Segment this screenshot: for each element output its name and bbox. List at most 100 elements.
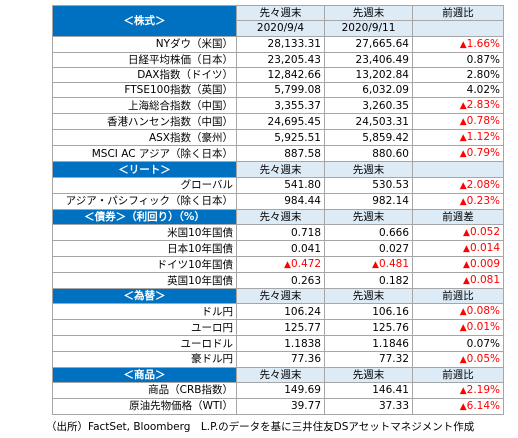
section-title: ＜株式＞	[53, 6, 237, 37]
col-header-prev-prev: 先々週末	[237, 289, 325, 304]
col-header-prev: 先週末	[325, 289, 413, 304]
value-change-text: 4.02%	[467, 84, 500, 96]
up-triangle-icon: ▲	[463, 276, 470, 286]
value-prev-prev-text: 5,925.51	[274, 132, 321, 144]
value-change: ▲6.14%	[413, 398, 504, 414]
value-prev: 530.53	[325, 177, 413, 193]
up-triangle-icon: ▲	[284, 260, 291, 270]
value-prev-prev-text: 23,205.43	[268, 54, 321, 66]
value-prev-prev-text: 541.80	[284, 179, 321, 191]
up-triangle-icon: ▲	[460, 40, 467, 50]
value-prev-prev: 5,799.08	[237, 83, 325, 98]
value-change: ▲0.23%	[413, 193, 504, 209]
value-prev-text: 37.33	[379, 400, 409, 412]
col-header-prev-prev: 先々週末	[237, 6, 325, 21]
value-change: ▲1.12%	[413, 130, 504, 146]
table-row: DAX指数（ドイツ） 12,842.66 13,202.84 2.80%	[53, 67, 504, 82]
value-prev-prev: 0.041	[237, 241, 325, 257]
value-change-text: 0.78%	[467, 115, 500, 127]
value-prev: 77.32	[325, 351, 413, 367]
value-prev-prev-text: 0.472	[291, 258, 321, 270]
value-prev-prev: 0.718	[237, 225, 325, 241]
section-title: ＜リート＞	[53, 162, 237, 177]
value-prev-prev-text: 77.36	[291, 353, 321, 365]
value-prev-prev-text: 125.77	[284, 322, 321, 334]
value-prev-prev: 24,695.45	[237, 114, 325, 130]
value-prev-prev-text: 106.24	[284, 306, 321, 318]
value-change-text: 0.87%	[467, 54, 500, 66]
col-header-prev-prev: 先々週末	[237, 367, 325, 382]
value-prev-prev: 28,133.31	[237, 36, 325, 52]
value-prev-prev-text: 0.041	[291, 243, 321, 255]
value-prev-text: 6,032.09	[362, 84, 409, 96]
value-change-text: 0.014	[470, 242, 500, 254]
value-change-text: 0.052	[470, 226, 500, 238]
value-prev: 6,032.09	[325, 83, 413, 98]
up-triangle-icon: ▲	[460, 386, 467, 396]
value-change-text: 2.80%	[467, 69, 500, 81]
value-prev-prev: 125.77	[237, 320, 325, 336]
value-prev: 106.16	[325, 304, 413, 320]
section-header-row: ＜為替＞ 先々週末 先週末 前週比	[53, 289, 504, 304]
col-header-prev-prev: 先々週末	[237, 162, 325, 177]
value-prev-text: 125.76	[372, 322, 409, 334]
value-prev-text: 1.1846	[372, 338, 409, 350]
col-header-change: 前週差	[413, 209, 504, 224]
section-header-row: ＜リート＞ 先々週末 先週末	[53, 162, 504, 177]
value-prev-prev: 149.69	[237, 382, 325, 398]
value-prev-text: 530.53	[372, 179, 409, 191]
value-prev-prev: 23,205.43	[237, 52, 325, 67]
row-label: 原油先物価格（WTI）	[53, 398, 237, 414]
value-prev-text: 880.60	[372, 148, 409, 160]
value-change: 0.87%	[413, 52, 504, 67]
up-triangle-icon: ▲	[460, 117, 467, 127]
up-triangle-icon: ▲	[460, 101, 467, 111]
value-prev-text: 23,406.49	[356, 54, 409, 66]
value-change: ▲0.79%	[413, 146, 504, 162]
value-prev: 3,260.35	[325, 98, 413, 114]
value-change-text: 1.12%	[467, 131, 500, 143]
value-change-text: 0.79%	[467, 147, 500, 159]
value-change: ▲2.08%	[413, 177, 504, 193]
value-change: ▲0.78%	[413, 114, 504, 130]
value-change-text: 0.01%	[467, 321, 500, 333]
value-change: ▲0.05%	[413, 351, 504, 367]
value-prev-prev: 106.24	[237, 304, 325, 320]
table-row: ユーロドル 1.1838 1.1846 0.07%	[53, 336, 504, 351]
value-prev: 24,503.31	[325, 114, 413, 130]
value-change-text: 0.07%	[467, 338, 500, 350]
value-change-text: 2.19%	[467, 384, 500, 396]
value-prev: 27,665.64	[325, 36, 413, 52]
table-row: 上海総合指数（中国） 3,355.37 3,260.35 ▲2.83%	[53, 98, 504, 114]
value-prev-prev-text: 0.263	[291, 275, 321, 287]
value-change-text: 1.66%	[467, 38, 500, 50]
value-prev-text: 3,260.35	[362, 100, 409, 112]
value-prev: 23,406.49	[325, 52, 413, 67]
table-row: 香港ハンセン指数（中国） 24,695.45 24,503.31 ▲0.78%	[53, 114, 504, 130]
row-label: 商品（CRB指数）	[53, 382, 237, 398]
col-header-prev: 先週末	[325, 6, 413, 21]
value-change: ▲0.014	[413, 241, 504, 257]
up-triangle-icon: ▲	[463, 260, 470, 270]
value-change-text: 0.081	[470, 274, 500, 286]
table-row: MSCI AC アジア（除く日本） 887.58 880.60 ▲0.79%	[53, 146, 504, 162]
value-prev-text: 27,665.64	[356, 38, 409, 50]
value-prev-prev: 1.1838	[237, 336, 325, 351]
value-prev-text: 982.14	[372, 195, 409, 207]
value-change: 2.80%	[413, 67, 504, 82]
up-triangle-icon: ▲	[460, 197, 467, 207]
col-header-change: 前週比	[413, 289, 504, 304]
table-row: 米国10年国債 0.718 0.666 ▲0.052	[53, 225, 504, 241]
col-header-prev: 先週末	[325, 209, 413, 224]
row-label: 日本10年国債	[53, 241, 237, 257]
up-triangle-icon: ▲	[460, 181, 467, 191]
row-label: MSCI AC アジア（除く日本）	[53, 146, 237, 162]
table-row: 豪ドル円 77.36 77.32 ▲0.05%	[53, 351, 504, 367]
table-row: FTSE100指数（英国） 5,799.08 6,032.09 4.02%	[53, 83, 504, 98]
value-prev-text: 77.32	[379, 353, 409, 365]
source-note: （出所）FactSet, Bloomberg L.P.のデータを基に三井住友DS…	[46, 419, 474, 434]
value-change: ▲1.66%	[413, 36, 504, 52]
table-row: アジア・パシフィック（除く日本） 984.44 982.14 ▲0.23%	[53, 193, 504, 209]
col-header-prev: 先週末	[325, 162, 413, 177]
col-date-prev: 2020/9/11	[325, 21, 413, 36]
